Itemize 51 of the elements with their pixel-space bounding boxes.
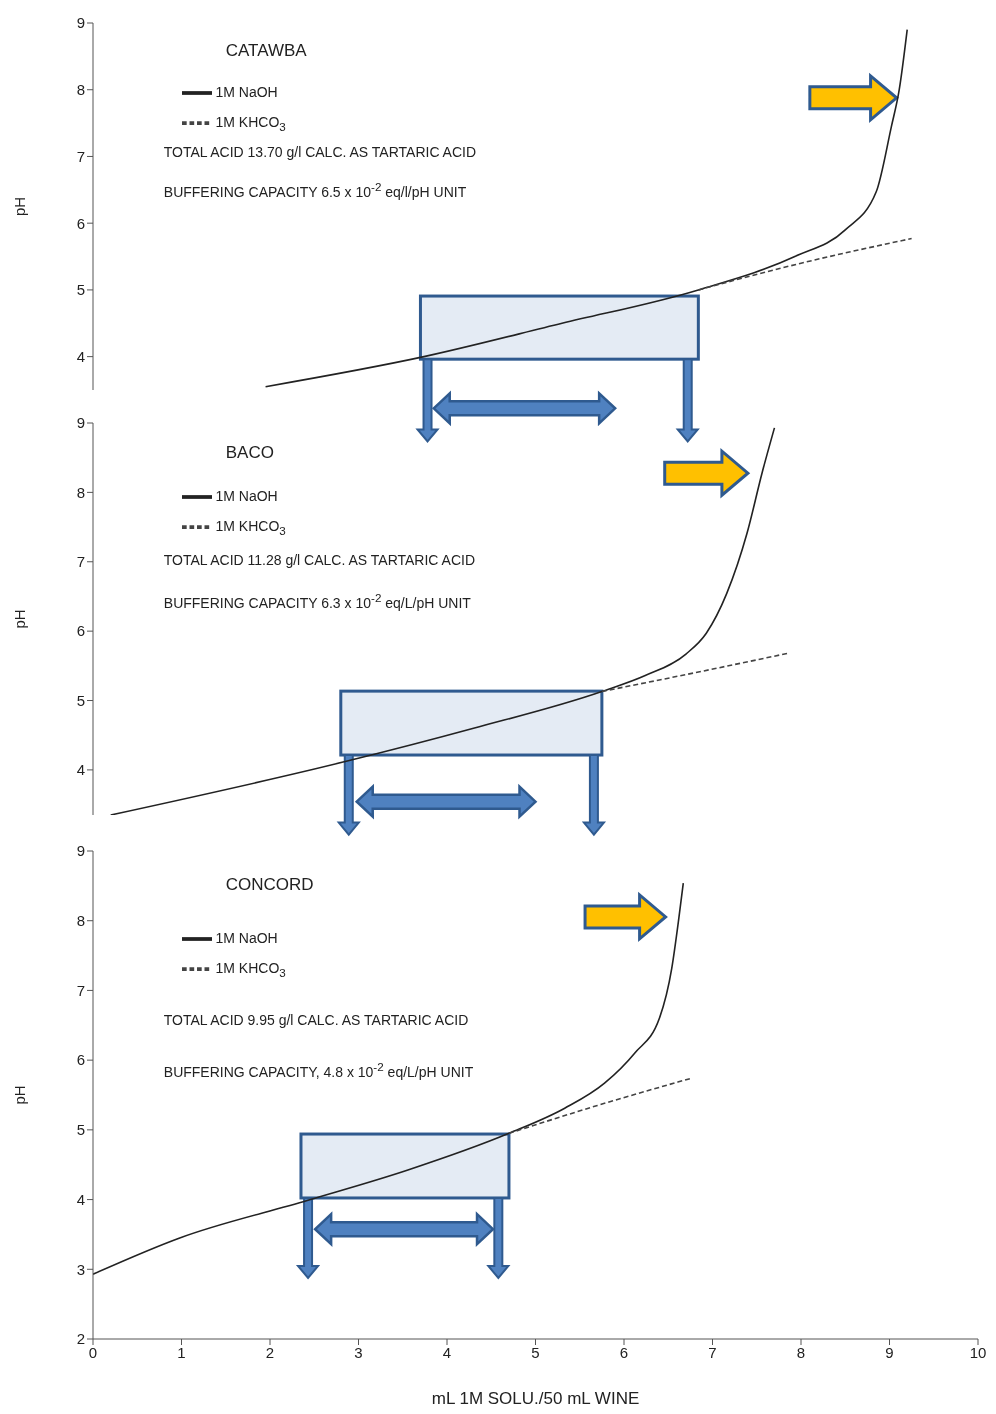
y-tick-label: 8 [76,81,85,99]
text: CATAWBA [225,41,307,61]
annotation: BUFFERING CAPACITY 6.3 x 10$^{-2}$ eq/L/pH UNIT [163,591,471,612]
text: BACO [225,442,274,462]
y-tick-label: 6 [76,622,85,640]
y-tick-label: 8 [76,912,85,930]
annotation: TOTAL ACID 9.95 g/l CALC. AS TARTARIC ACID [163,1012,469,1029]
x-tick-label: 3 [354,1343,363,1361]
text: CONCORD [225,875,314,895]
y-tick-label: 4 [76,761,85,779]
y-axis-title: pH [11,1085,29,1105]
x-tick-label: 0 [88,1343,98,1361]
annotation: TOTAL ACID 13.70 g/l CALC. AS TARTARIC ACID [163,144,477,161]
y-tick-label: 5 [76,691,85,709]
x-tick-label: 10 [969,1343,987,1361]
y-tick-label: 6 [76,1051,85,1069]
y-tick-label: 6 [76,214,85,232]
legend-label: 1M NaOH [215,487,278,504]
annotation: TOTAL ACID 11.28 g/l CALC. AS TARTARIC ACID [163,552,476,569]
y-tick-label: 2 [76,1330,85,1348]
y-tick-label: 7 [76,147,85,165]
legend-label: 1M KHCO$_{3}$ [215,517,286,537]
x-tick-label: 2 [265,1343,275,1361]
annotation: BUFFERING CAPACITY 6.5 x 10$^{-2}$ eq/l/pH UNIT [163,180,467,201]
y-axis-title: pH [11,609,29,629]
y-tick-label: 7 [76,553,85,571]
x-tick-label: 4 [442,1343,452,1361]
y-tick-label: 8 [76,483,85,501]
y-tick-label: 9 [76,14,85,32]
x-axis-title: mL 1M SOLU./50 mL WINE [431,1389,640,1408]
y-tick-label: 3 [76,1260,85,1278]
y-tick-label: 5 [76,1121,85,1139]
x-tick-label: 1 [177,1343,186,1361]
legend-label: 1M NaOH [215,83,278,100]
x-tick-label: 9 [885,1343,894,1361]
annotation: BUFFERING CAPACITY, 4.8 x 10$^{-2}$ eq/L/pH UNIT [163,1060,474,1081]
y-tick-label: 4 [76,1190,85,1208]
y-axis-title: pH [11,196,29,217]
legend-label: 1M NaOH [215,929,278,946]
x-tick-label: 8 [796,1343,806,1361]
legend-label: 1M KHCO$_{3}$ [215,959,286,979]
x-tick-label: 6 [619,1343,629,1361]
x-tick-label: 5 [531,1343,540,1361]
y-tick-label: 5 [76,281,85,299]
x-tick-label: 7 [708,1343,717,1361]
y-tick-label: 9 [76,842,85,860]
legend-label: 1M KHCO$_{3}$ [215,113,286,133]
line-series [109,427,776,815]
y-tick-label: 7 [76,981,85,999]
y-tick-label: 4 [76,347,85,365]
y-tick-label: 9 [76,414,85,432]
